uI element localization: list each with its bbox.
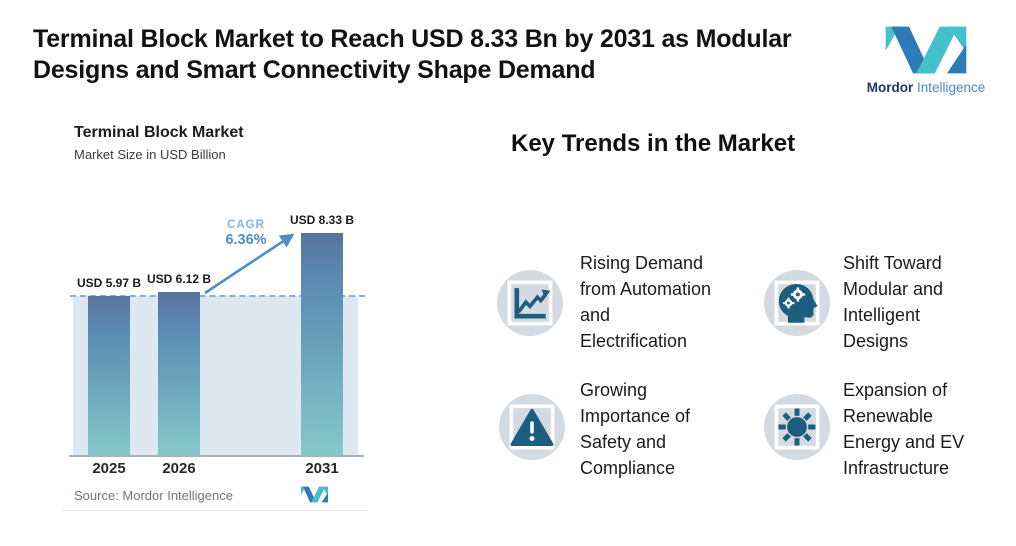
bar-value-label: USD 6.12 B — [146, 272, 212, 286]
page-title-line-2: Designs and Smart Connectivity Shape Dem… — [33, 56, 596, 84]
bar-value-label: USD 8.33 B — [289, 213, 355, 227]
cagr-value: 6.36% — [225, 232, 267, 248]
trend-item-text: Shift Toward Modular and Intelligent Des… — [843, 253, 944, 351]
x-axis-tick-label: 2025 — [92, 460, 126, 477]
growth-arrow-icon — [204, 233, 295, 295]
divider — [63, 510, 368, 511]
x-axis-line — [69, 455, 364, 457]
chart-subtitle: Market Size in USD Billion — [74, 147, 226, 162]
market-chart-panel: Terminal Block Market Market Size in USD… — [63, 118, 368, 518]
brand-wordmark: Mordor Intelligence — [866, 80, 986, 95]
bar — [88, 296, 130, 455]
bar — [158, 292, 200, 455]
trend-icon-badge — [497, 270, 563, 336]
mordor-logo-icon — [885, 26, 967, 74]
line-chart-icon — [507, 280, 553, 326]
sun-icon — [774, 404, 820, 450]
cagr-annotation: CAGR 6.36% — [206, 219, 286, 248]
head-gears-icon — [774, 280, 820, 326]
source-note: Source: Mordor Intelligence — [74, 488, 233, 503]
x-axis-tick-label: 2026 — [162, 460, 196, 477]
x-axis-tick-label: 2031 — [305, 460, 339, 477]
trend-icon-badge — [764, 394, 830, 460]
cagr-label: CAGR — [227, 219, 265, 231]
warning-triangle-icon — [509, 404, 555, 450]
bar — [301, 233, 343, 455]
mordor-logo-mini-icon — [301, 486, 328, 503]
page-title: Terminal Block Market to Reach USD 8.33 … — [33, 24, 843, 86]
trends-heading: Key Trends in the Market — [511, 130, 796, 157]
page-title-line-1: Terminal Block Market to Reach USD 8.33 … — [33, 25, 792, 53]
brand-logo: Mordor Intelligence — [866, 25, 986, 95]
trend-icon-badge — [764, 270, 830, 336]
bar-chart-plot: USD 5.97 B USD 6.12 B USD 8.33 B CAGR 6.… — [70, 213, 365, 455]
trend-item-text: Growing Importance of Safety and Complia… — [580, 380, 691, 478]
trend-item-text: Expansion of Renewable Energy and EV Inf… — [843, 380, 965, 478]
trend-item-text: Rising Demand from Automation and Electr… — [580, 253, 712, 351]
chart-title: Terminal Block Market — [74, 124, 244, 141]
brand-name-bold: Mordor — [866, 80, 914, 95]
trend-icon-badge — [499, 394, 565, 460]
bar-value-label: USD 5.97 B — [76, 276, 142, 290]
brand-name-light: Intelligence — [916, 80, 986, 95]
baseline-dashed-line — [70, 295, 365, 297]
